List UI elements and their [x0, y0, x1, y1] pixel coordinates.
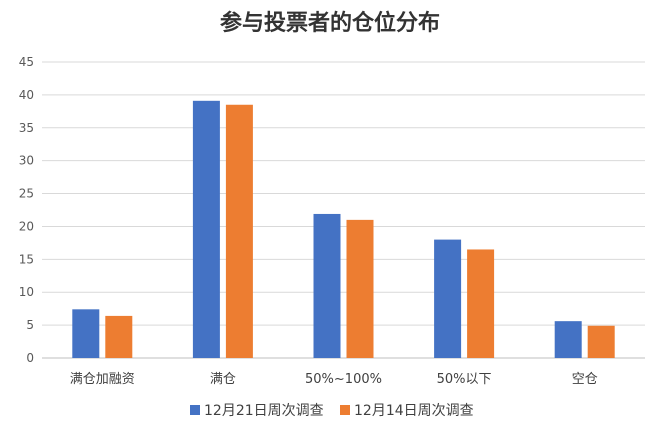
legend-label: 12月21日周次调查: [204, 403, 324, 419]
y-axis-ticks: 0 5 10 15 20 25 30 35 40 45: [19, 55, 34, 365]
y-tick-label: 45: [19, 55, 34, 69]
y-tick-label: 0: [26, 351, 34, 365]
bar-series2: [346, 219, 374, 358]
y-tick-label: 30: [19, 154, 34, 168]
x-tick-label: 满仓加融资: [70, 372, 135, 387]
x-axis-labels: 满仓加融资 满仓 50%~100% 50%以下 空仓: [70, 372, 598, 387]
y-tick-label: 20: [19, 219, 34, 233]
bars: [72, 100, 615, 358]
bar-series2: [225, 104, 253, 358]
chart-title: 参与投票者的仓位分布: [220, 10, 440, 36]
bar-series1: [554, 321, 582, 358]
gridlines: [42, 61, 645, 359]
bar-series2: [105, 315, 133, 358]
bar-series1: [72, 309, 100, 358]
y-tick-label: 5: [26, 318, 34, 332]
legend-swatch: [190, 405, 200, 415]
y-tick-label: 25: [19, 187, 34, 201]
x-tick-label: 满仓: [210, 372, 236, 387]
y-tick-label: 15: [19, 252, 34, 266]
bar-series1: [313, 213, 341, 358]
x-tick-label: 50%~100%: [305, 372, 382, 387]
x-tick-label: 50%以下: [437, 372, 492, 387]
y-tick-label: 40: [19, 88, 34, 102]
bar-series2: [587, 325, 615, 358]
bar-series1: [434, 239, 462, 358]
x-tick-label: 空仓: [572, 372, 598, 387]
bar-series1: [192, 100, 220, 358]
legend-label: 12月14日周次调查: [354, 403, 474, 419]
y-tick-label: 35: [19, 121, 34, 135]
legend-swatch: [340, 405, 350, 415]
bar-series2: [467, 249, 495, 358]
legend: 12月21日周次调查 12月14日周次调查: [190, 403, 474, 419]
y-tick-label: 10: [19, 285, 34, 299]
